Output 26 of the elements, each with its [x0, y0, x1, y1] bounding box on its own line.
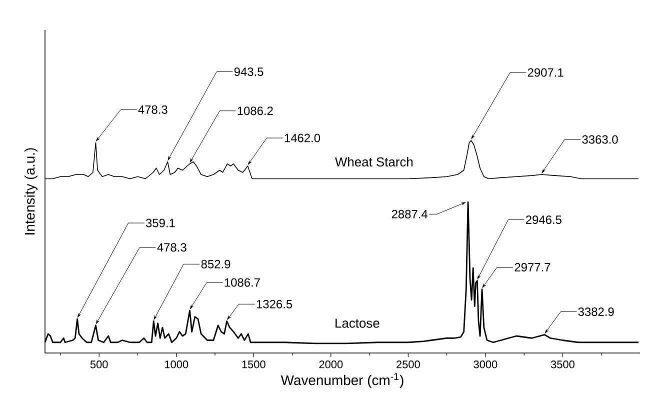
- x-tick-label: 2000: [319, 360, 343, 368]
- x-tick-label: 3000: [474, 360, 498, 368]
- annotation: 359.1: [146, 218, 175, 228]
- series-label: Lactose: [336, 318, 380, 328]
- x-axis-title: Wavenumber (cm$^{-1}$): [280, 373, 404, 388]
- annotation: 478.3: [157, 243, 186, 252]
- x-tick-label: 3500: [550, 360, 574, 368]
- annotation: 1086.2: [238, 106, 273, 116]
- annotation: 478.3: [138, 105, 168, 114]
- x-tick-label: 2500: [396, 360, 420, 368]
- annotation: 2887.4: [392, 210, 428, 218]
- annotation: 852.9: [201, 260, 230, 268]
- annotation: 1086.7: [224, 278, 260, 287]
- annotation: 3363.0: [582, 135, 618, 144]
- y-axis-title: Intensity (a.u.): [24, 148, 38, 234]
- annotation: 2946.5: [526, 216, 562, 224]
- annotation: 3382.9: [578, 307, 614, 316]
- annotation: 2977.7: [514, 263, 550, 272]
- x-tick-label: 1000: [165, 360, 188, 368]
- series-label: Wheat Starch: [335, 156, 413, 166]
- x-tick-label: 1500: [242, 360, 266, 368]
- annotation: 2907.1: [528, 68, 564, 77]
- annotation: 1462.0: [284, 134, 320, 142]
- x-tick-label: 500: [90, 360, 108, 368]
- annotation: 1326.5: [256, 300, 292, 308]
- annotation: 943.5: [234, 68, 264, 76]
